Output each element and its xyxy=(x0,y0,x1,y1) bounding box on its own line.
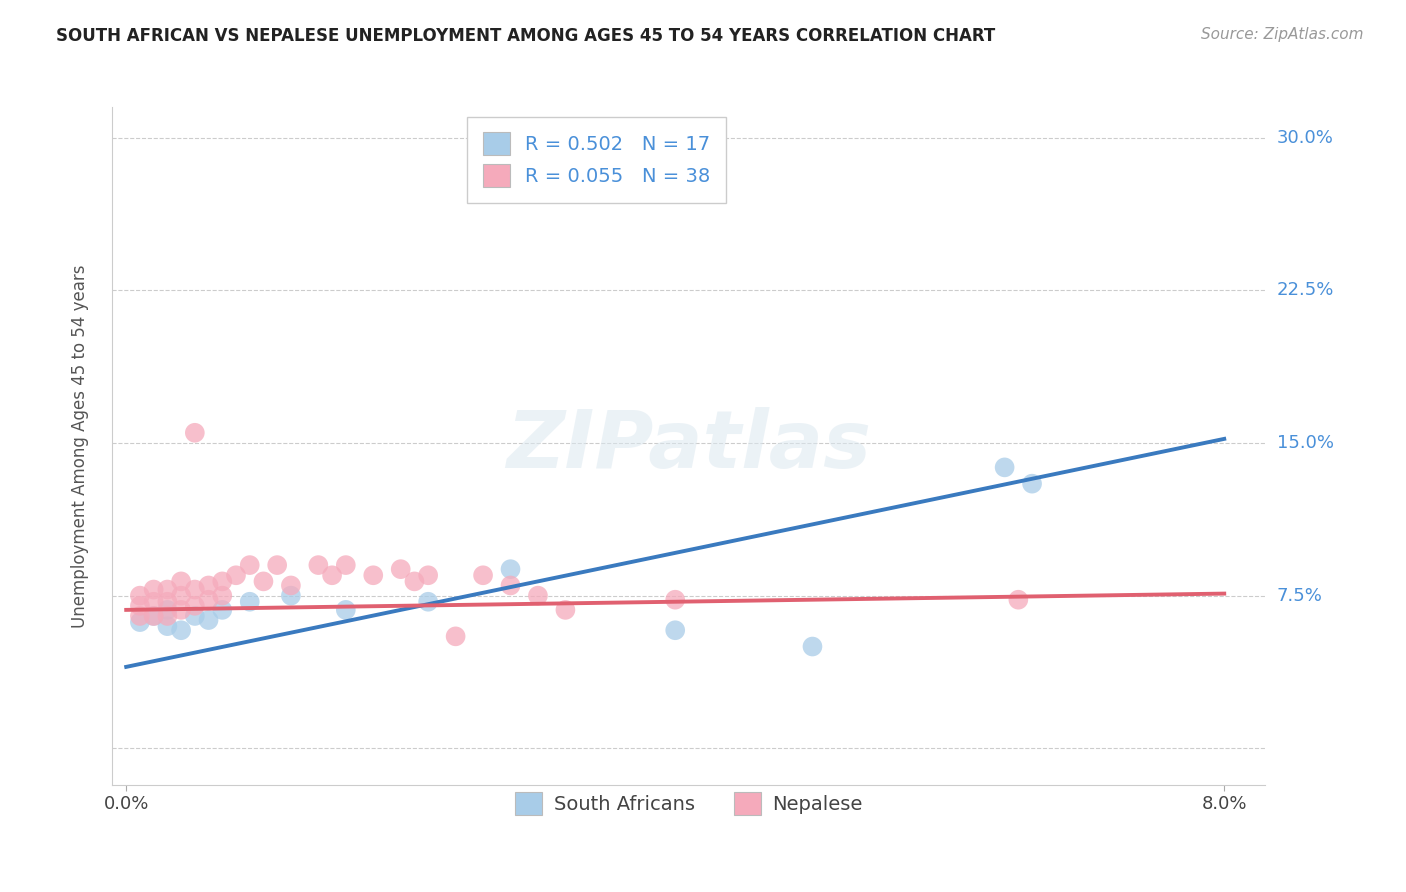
Text: 22.5%: 22.5% xyxy=(1277,281,1334,299)
Point xyxy=(184,599,207,613)
Point xyxy=(156,609,179,624)
Point xyxy=(1021,476,1043,491)
Point xyxy=(444,629,467,643)
Point xyxy=(225,568,247,582)
Point xyxy=(156,595,179,609)
Point xyxy=(554,603,576,617)
Point xyxy=(197,578,219,592)
Point xyxy=(184,582,207,597)
Point xyxy=(664,624,686,638)
Point xyxy=(321,568,343,582)
Point xyxy=(156,619,179,633)
Text: 7.5%: 7.5% xyxy=(1277,587,1323,605)
Point xyxy=(280,578,302,592)
Point xyxy=(184,425,207,440)
Y-axis label: Unemployment Among Ages 45 to 54 years: Unemployment Among Ages 45 to 54 years xyxy=(70,264,89,628)
Point xyxy=(404,574,426,589)
Point xyxy=(527,589,550,603)
Legend: South Africans, Nepalese: South Africans, Nepalese xyxy=(508,785,870,822)
Point xyxy=(142,595,165,609)
Point xyxy=(361,568,384,582)
Point xyxy=(335,603,357,617)
Point xyxy=(389,562,412,576)
Point xyxy=(211,574,233,589)
Point xyxy=(499,578,522,592)
Point xyxy=(307,558,329,573)
Point xyxy=(499,562,522,576)
Point xyxy=(211,589,233,603)
Point xyxy=(211,603,233,617)
Point xyxy=(280,589,302,603)
Point xyxy=(197,592,219,607)
Point xyxy=(142,609,165,624)
Point xyxy=(156,582,179,597)
Point xyxy=(1007,592,1029,607)
Point xyxy=(994,460,1017,475)
Point xyxy=(142,582,165,597)
Point xyxy=(197,613,219,627)
Point xyxy=(129,609,152,624)
Point xyxy=(170,574,193,589)
Point xyxy=(664,592,686,607)
Point xyxy=(418,568,440,582)
Point xyxy=(170,624,193,638)
Point xyxy=(801,640,824,654)
Point xyxy=(156,603,179,617)
Point xyxy=(142,609,165,624)
Point xyxy=(252,574,274,589)
Point xyxy=(266,558,288,573)
Point xyxy=(239,595,262,609)
Point xyxy=(170,603,193,617)
Point xyxy=(418,595,440,609)
Text: Source: ZipAtlas.com: Source: ZipAtlas.com xyxy=(1201,27,1364,42)
Point xyxy=(239,558,262,573)
Text: ZIPatlas: ZIPatlas xyxy=(506,407,872,485)
Point xyxy=(129,599,152,613)
Point xyxy=(472,568,495,582)
Point xyxy=(335,558,357,573)
Point xyxy=(170,589,193,603)
Text: 30.0%: 30.0% xyxy=(1277,128,1333,146)
Point xyxy=(129,589,152,603)
Point xyxy=(184,609,207,624)
Point xyxy=(129,615,152,629)
Text: SOUTH AFRICAN VS NEPALESE UNEMPLOYMENT AMONG AGES 45 TO 54 YEARS CORRELATION CHA: SOUTH AFRICAN VS NEPALESE UNEMPLOYMENT A… xyxy=(56,27,995,45)
Text: 15.0%: 15.0% xyxy=(1277,434,1333,452)
